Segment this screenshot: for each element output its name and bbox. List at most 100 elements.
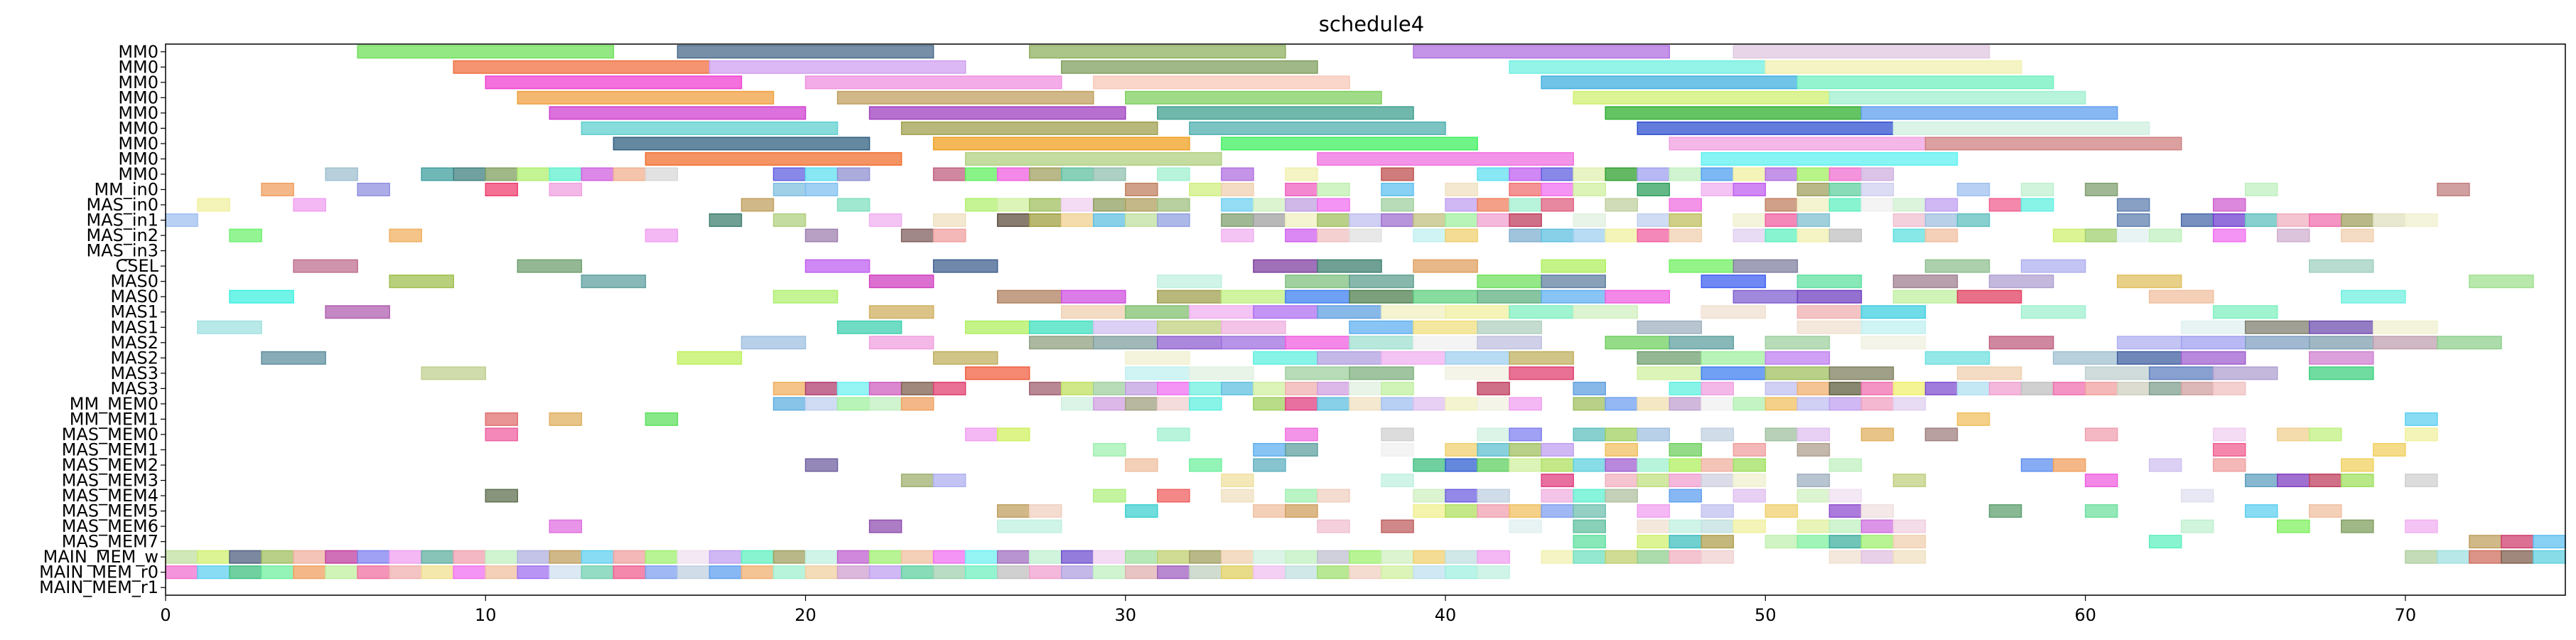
gantt-bar (645, 565, 679, 580)
gantt-bar (197, 550, 230, 564)
gantt-bar (1317, 198, 1350, 212)
gantt-bar (1509, 60, 1767, 74)
gantt-bar (1573, 90, 1831, 105)
gantt-bar (1381, 397, 1414, 411)
gantt-bar (1605, 289, 1671, 304)
gantt-bar (772, 167, 807, 181)
gantt-bar (1060, 550, 1094, 564)
gantt-bar (1509, 442, 1542, 457)
gantt-bar (1860, 106, 2118, 120)
gantt-bar (996, 519, 1062, 533)
gantt-bar (1381, 351, 1446, 365)
gantt-bar (1189, 565, 1222, 580)
gantt-bar (1349, 565, 1382, 580)
gantt-bar (1637, 366, 1703, 380)
gantt-bar (1381, 167, 1414, 181)
row-label: MAIN_MEM_w (43, 547, 158, 567)
gantt-bar (1189, 305, 1254, 319)
gantt-bar (1157, 550, 1190, 564)
gantt-bar (1701, 504, 1735, 518)
row-label: MAS_in0 (86, 195, 158, 215)
gantt-bar (1828, 167, 1863, 181)
gantt-bar (1477, 274, 1542, 289)
gantt-bar (1317, 228, 1350, 242)
gantt-bar (1701, 535, 1735, 549)
gantt-bar (1093, 213, 1126, 228)
gantt-bar (932, 381, 966, 395)
gantt-bar (1860, 535, 1895, 549)
gantt-bar (581, 121, 839, 135)
gantt-bar (1413, 504, 1446, 518)
gantt-bar (1541, 550, 1574, 564)
gantt-bar (2116, 213, 2150, 228)
gantt-bar (1445, 550, 1478, 564)
gantt-bar (1732, 442, 1767, 457)
gantt-bar (1157, 167, 1190, 181)
gantt-bar (2341, 519, 2374, 533)
gantt-bar (2180, 213, 2214, 228)
gantt-bar (1349, 397, 1382, 411)
gantt-bar (1028, 198, 1062, 212)
gantt-bar (1924, 427, 1958, 442)
gantt-bar (1285, 274, 1350, 289)
gantt-bar (932, 137, 1190, 151)
gantt-bar (1445, 183, 1478, 197)
gantt-bar (1637, 228, 1671, 242)
gantt-bar (1796, 213, 1831, 228)
gantt-bar (1669, 198, 1703, 212)
gantt-bar (1413, 45, 1671, 59)
gantt-bar (1796, 183, 1831, 197)
gantt-bar (2533, 535, 2566, 549)
gantt-bar (1285, 213, 1318, 228)
gantt-bar (2116, 336, 2182, 350)
gantt-bar (1701, 351, 1767, 365)
gantt-bar (1573, 167, 1606, 181)
gantt-bar (1796, 489, 1831, 503)
gantt-bar (1732, 397, 1767, 411)
gantt-bar (2373, 213, 2406, 228)
gantt-bar (1381, 474, 1414, 488)
gantt-bar (1028, 320, 1094, 334)
gantt-bar (485, 167, 519, 181)
gantt-bar (1157, 289, 1222, 304)
gantt-bar (1349, 336, 1414, 350)
gantt-bar (1125, 183, 1158, 197)
gantt-bar (1317, 213, 1350, 228)
gantt-bar (1605, 106, 1863, 120)
gantt-bar (1764, 504, 1799, 518)
gantt-bar (1924, 198, 1958, 212)
gantt-bar (1701, 381, 1735, 395)
gantt-bar (932, 565, 966, 580)
gantt-bar (740, 198, 775, 212)
gantt-bar (1157, 397, 1190, 411)
gantt-bar (581, 167, 615, 181)
gantt-bar (1605, 198, 1638, 212)
gantt-bar (836, 167, 871, 181)
gantt-bar (1221, 489, 1254, 503)
gantt-bar (2212, 305, 2278, 319)
gantt-bar (2244, 504, 2278, 518)
gantt-bar (1381, 442, 1414, 457)
gantt-bar (197, 198, 230, 212)
gantt-bar (2405, 550, 2438, 564)
gantt-bar (1093, 489, 1126, 503)
gantt-bar (645, 228, 679, 242)
row-label: MAS3 (110, 363, 158, 383)
gantt-bar (2309, 504, 2342, 518)
gantt-bar (1892, 289, 1958, 304)
gantt-bar (1828, 228, 1863, 242)
gantt-bar (1285, 183, 1318, 197)
gantt-bar (1028, 167, 1062, 181)
gantt-bar (1285, 489, 1318, 503)
gantt-bar (357, 550, 390, 564)
row-label: MAS_MEM3 (62, 471, 158, 491)
gantt-bar (2469, 274, 2534, 289)
gantt-bar (1732, 489, 1767, 503)
gantt-bar (229, 228, 262, 242)
gantt-bar (2084, 504, 2118, 518)
gantt-bar (2309, 351, 2374, 365)
gantt-bar (900, 565, 934, 580)
gantt-bar (1477, 167, 1510, 181)
gantt-bar (1028, 213, 1062, 228)
gantt-bar (2405, 519, 2438, 533)
